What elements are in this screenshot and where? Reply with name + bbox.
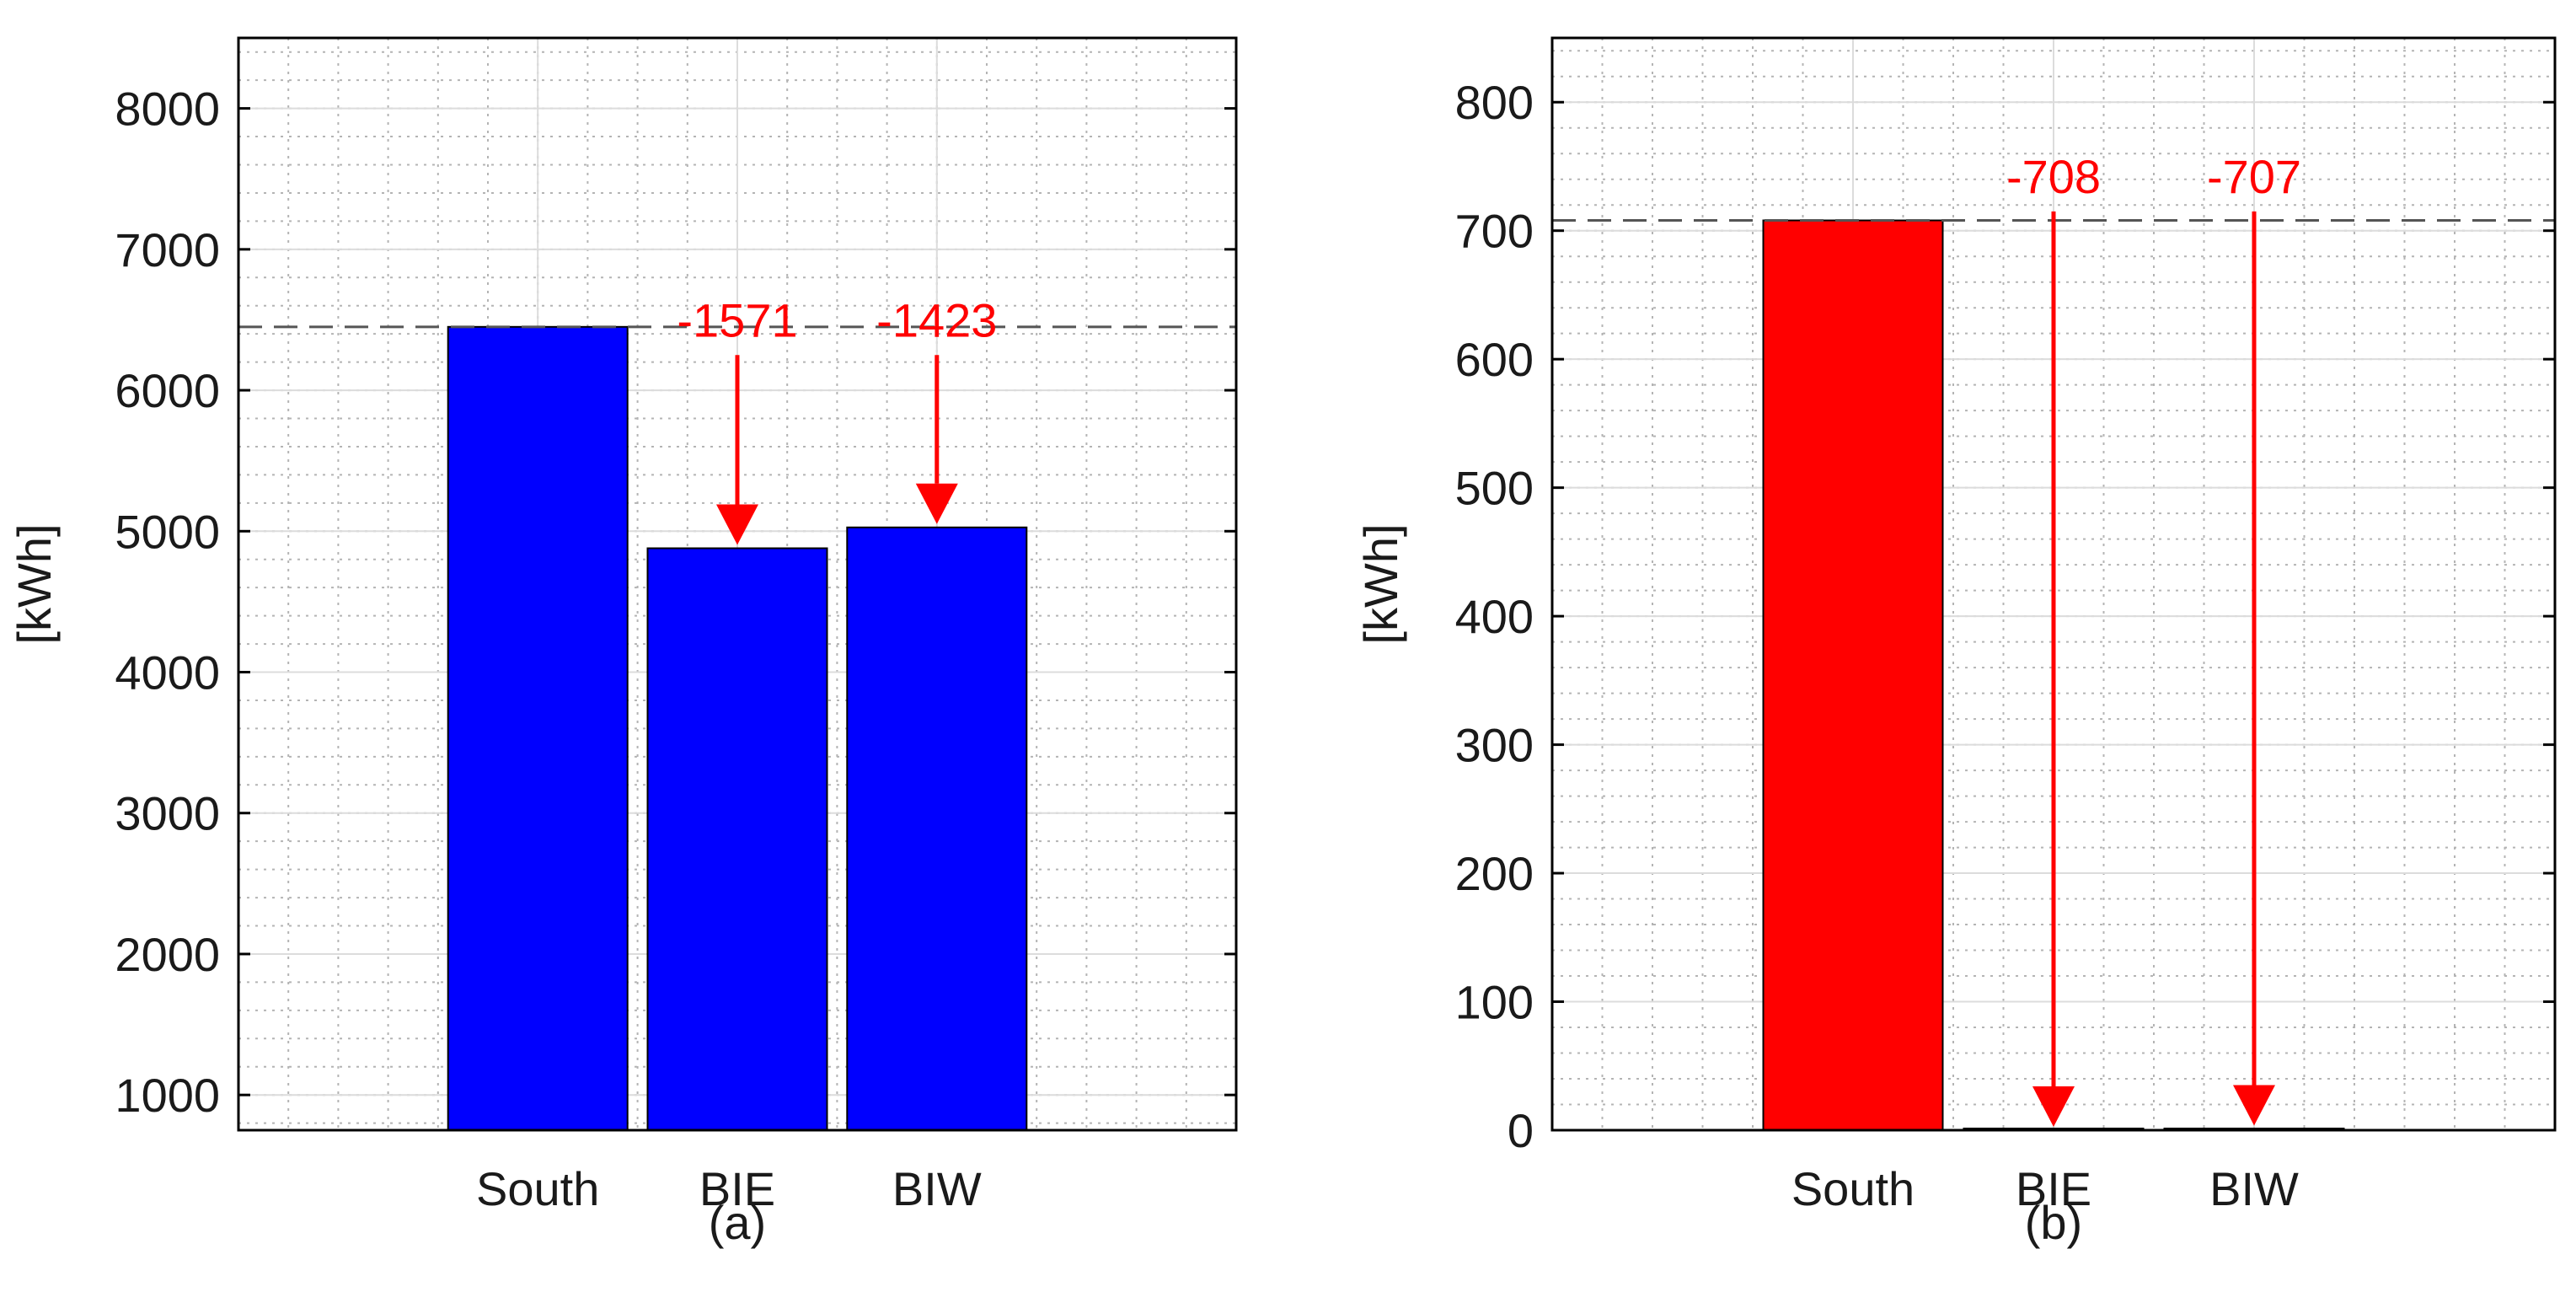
y-tick-label: 6000 (115, 364, 220, 417)
annotation-label: -1571 (677, 293, 797, 346)
y-axis-label: [kWh] (8, 523, 61, 644)
annotation-arrow-head (915, 483, 958, 524)
y-tick-label: 0 (1508, 1104, 1534, 1157)
y-tick-label: 4000 (115, 646, 220, 700)
annotation-label: -708 (2006, 150, 2101, 203)
x-tick-label: South (476, 1162, 599, 1215)
bar-south (447, 325, 629, 1131)
y-tick-label: 400 (1455, 590, 1534, 643)
y-tick-label: 3000 (115, 787, 220, 840)
y-tick-label: 1000 (115, 1069, 220, 1122)
y-tick-label: 800 (1455, 76, 1534, 129)
annotation-arrow-head (716, 504, 758, 545)
x-tick-label: BIW (2209, 1162, 2299, 1215)
axes-frame (237, 36, 1238, 1132)
chart-panel-b: 0 100 200 300 400 500 600 700 800 South BIE BIW [kWh… (1354, 36, 2557, 1249)
bar-biw (846, 526, 1028, 1131)
y-axis-label: [kWh] (1354, 523, 1407, 644)
y-tick-label: 2000 (115, 928, 220, 981)
panel-label: (a) (709, 1196, 766, 1249)
annotation-label: -707 (2207, 150, 2301, 203)
y-tick-label: 200 (1455, 847, 1534, 900)
panel-label: (b) (2025, 1196, 2082, 1249)
annotation-arrow-head (2233, 1085, 2275, 1126)
axes-frame (1550, 36, 2557, 1132)
y-tick-label: 7000 (115, 223, 220, 276)
y-tick-label: 100 (1455, 976, 1534, 1029)
x-tick-label: BIW (892, 1162, 982, 1215)
x-tick-label: BIE (699, 1162, 775, 1215)
annotation-arrow-head (2032, 1086, 2075, 1127)
y-tick-label: 600 (1455, 333, 1534, 386)
bar-bie (646, 547, 828, 1131)
chart-panel-a: 1000 2000 3000 4000 5000 6000 7000 8000 South BIE… (8, 36, 1238, 1249)
y-tick-label: 8000 (115, 83, 220, 136)
annotation-label: -1423 (876, 293, 997, 346)
x-tick-label: South (1791, 1162, 1915, 1215)
y-tick-label: 700 (1455, 205, 1534, 258)
y-tick-label: 5000 (115, 505, 220, 558)
x-tick-label: BIE (2016, 1162, 2091, 1215)
y-tick-label: 300 (1455, 719, 1534, 772)
bar-south (1762, 219, 1944, 1132)
y-tick-label: 500 (1455, 462, 1534, 515)
